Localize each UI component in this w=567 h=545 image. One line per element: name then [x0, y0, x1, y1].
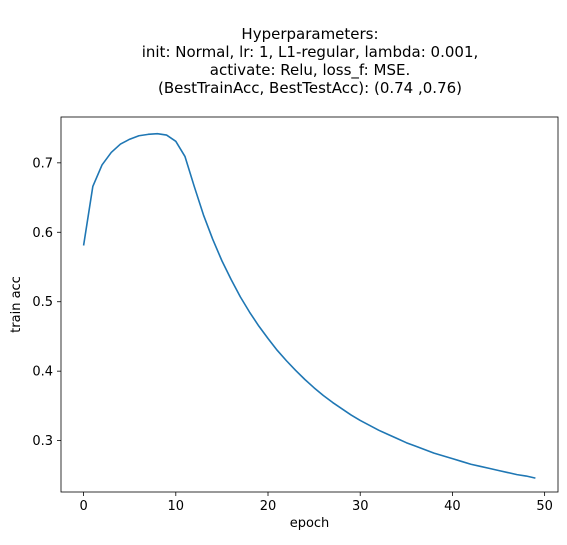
- x-axis-label: epoch: [290, 516, 330, 531]
- x-tick-label: 50: [536, 499, 553, 514]
- y-tick-label: 0.3: [32, 434, 53, 449]
- y-tick-label: 0.7: [32, 156, 53, 171]
- series-line-train-acc: [82, 132, 536, 479]
- title-line-2: init: Normal, lr: 1, L1-regular, lambda:…: [142, 43, 479, 61]
- x-tick-label: 40: [444, 499, 461, 514]
- y-tick-label: 0.6: [32, 226, 53, 241]
- chart-title: Hyperparameters: init: Normal, lr: 1, L1…: [142, 25, 479, 97]
- plot-area-frame: [60, 116, 559, 493]
- y-tick-label: 0.4: [32, 365, 53, 380]
- x-tick-label: 10: [168, 499, 185, 514]
- title-line-3: activate: Relu, loss_f: MSE.: [210, 61, 410, 80]
- title-line-1: Hyperparameters:: [241, 25, 378, 43]
- y-tick-label: 0.5: [32, 295, 53, 310]
- x-tick-label: 30: [352, 499, 369, 514]
- title-line-4: (BestTrainAcc, BestTestAcc): (0.74 ,0.76…: [158, 79, 462, 97]
- y-axis-label: train acc: [9, 276, 24, 333]
- x-tick-label: 0: [79, 499, 87, 514]
- x-tick-label: 20: [260, 499, 277, 514]
- axis-ticks: 0 10 20 30 40 50 0.3 0.4 0.5 0.6 0.7: [32, 156, 553, 514]
